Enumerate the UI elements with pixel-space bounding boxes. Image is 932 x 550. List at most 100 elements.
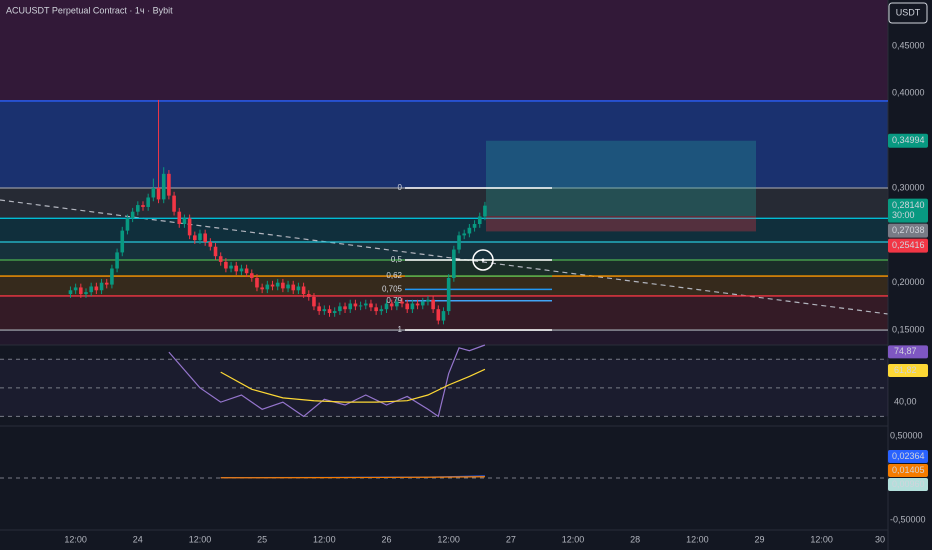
x-tick-label: 24 <box>133 534 143 544</box>
fib-label: 0,5 <box>391 255 403 264</box>
rsi-label: 74,87 <box>894 346 917 356</box>
candle-body <box>389 303 394 307</box>
oscillator-label: 0,00960 <box>892 479 925 489</box>
background-zones <box>0 0 888 345</box>
currency-label[interactable]: USDT <box>896 7 921 17</box>
candle-body <box>343 306 347 310</box>
fib-label: 1 <box>398 325 403 334</box>
oscillator-label-box <box>888 477 928 491</box>
countdown: 30:00 <box>892 210 915 220</box>
candle-body <box>363 303 368 306</box>
candle-body <box>483 205 487 217</box>
rsi-label-box <box>888 345 928 359</box>
candle-body <box>84 292 88 295</box>
candle-body <box>146 197 150 207</box>
price-label-box <box>888 133 928 148</box>
candle-body <box>260 287 264 290</box>
candle-body <box>172 195 176 212</box>
candle-body <box>477 216 482 225</box>
candle-body <box>167 173 171 196</box>
candle-body <box>395 301 399 307</box>
candle-body <box>457 235 461 250</box>
x-tick-label: 12:00 <box>189 534 212 544</box>
candle-body <box>141 205 145 207</box>
candle-body <box>265 284 270 290</box>
candle-body <box>208 241 213 247</box>
fib-label: 0,705 <box>382 284 403 293</box>
price-label-box <box>888 198 928 223</box>
price-label: 0,34994 <box>892 135 925 145</box>
candle-body <box>467 227 472 234</box>
candle-body <box>291 284 296 291</box>
candle-body <box>452 249 456 278</box>
price-label-box <box>888 238 928 253</box>
candle-body <box>420 301 425 306</box>
x-tick-label: 28 <box>630 534 640 544</box>
candle-body <box>338 306 342 312</box>
cursor-marker <box>472 249 494 271</box>
rsi-label: 61,82 <box>894 365 917 375</box>
oscillator-tick-label: -0,50000 <box>890 514 926 524</box>
candle-body <box>441 311 446 321</box>
candle-body <box>270 284 275 287</box>
candle-body <box>213 246 218 257</box>
candle-body <box>239 268 244 272</box>
candle-body <box>104 282 109 285</box>
candle-body <box>151 188 156 198</box>
zone <box>0 259 888 277</box>
candle-body <box>306 294 311 297</box>
x-tick-label: 12:00 <box>562 534 585 544</box>
y-tick-label: 0,15000 <box>892 324 925 334</box>
candle-body <box>115 252 119 269</box>
candle-body <box>125 218 130 231</box>
candle-body <box>379 309 384 312</box>
candle-body <box>89 286 93 293</box>
candle-body <box>281 282 285 289</box>
oscillator-tick-label: 0,50000 <box>890 430 923 440</box>
fib-label: 0 <box>398 183 403 192</box>
candle-body <box>94 286 99 291</box>
price-label: 0,25416 <box>892 240 925 250</box>
zone <box>0 100 888 189</box>
candle-body <box>136 205 140 212</box>
candle-body <box>249 273 254 278</box>
zone <box>0 218 888 242</box>
currency-button[interactable] <box>888 2 928 24</box>
candle-body <box>462 233 467 236</box>
x-tick-label: 26 <box>381 534 391 544</box>
candle-body <box>410 303 415 310</box>
zone <box>0 241 888 260</box>
x-tick-label: 25 <box>257 534 267 544</box>
candle-body <box>405 303 410 310</box>
position-stop <box>486 216 756 232</box>
candle-body <box>384 303 389 310</box>
oscillator-label-box <box>888 449 928 463</box>
candle-body <box>255 277 259 288</box>
candle-body <box>161 173 166 200</box>
position-target <box>486 140 756 217</box>
candle-body <box>275 282 280 287</box>
x-tick-label: 12:00 <box>313 534 336 544</box>
candle-body <box>193 235 197 241</box>
x-tick-label: 29 <box>755 534 765 544</box>
oscillator-line <box>220 476 485 479</box>
candle-body <box>353 303 358 307</box>
candle-body <box>156 188 161 200</box>
rsi-line <box>168 344 486 418</box>
rsi-tick-label: 40,00 <box>894 397 917 407</box>
candle-body <box>426 299 430 302</box>
candle-body <box>224 261 228 269</box>
candle-body <box>203 233 207 242</box>
candle-body <box>234 265 239 272</box>
candle-body <box>322 309 327 312</box>
oscillator-label-box <box>888 463 928 477</box>
oscillator-label: 0,01405 <box>892 465 925 475</box>
candle-body <box>400 301 404 304</box>
candle-body <box>312 296 316 307</box>
candle-body <box>296 286 301 291</box>
price-label: 0,28140 <box>892 200 925 210</box>
candle-body <box>415 303 420 306</box>
cursor-dot <box>481 258 485 262</box>
candle-body <box>99 282 104 291</box>
